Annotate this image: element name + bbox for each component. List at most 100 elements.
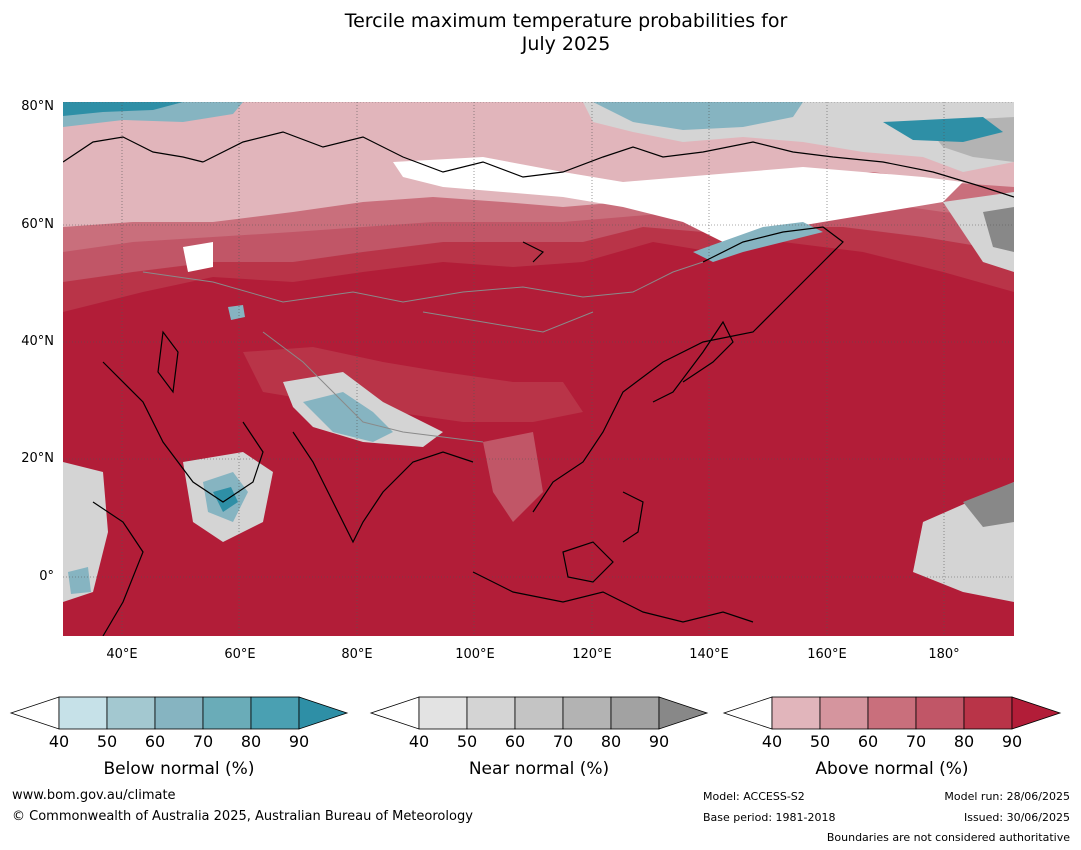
cbar-above-seg-40: [771, 696, 821, 730]
map-region-indochina-70: [483, 432, 543, 522]
cbar-above-tick-70: 70: [905, 732, 927, 751]
lat-label-40: 40°N: [21, 334, 54, 349]
cbar-above-label: Above normal (%): [815, 759, 969, 779]
cbar-below-tick-60: 60: [144, 732, 166, 751]
map-region-far-east-near-dark: [983, 207, 1014, 252]
coastline-arabia: [102, 361, 264, 503]
map-region-arctic-below: [593, 102, 803, 130]
lon-label-160: 160°E: [807, 647, 847, 662]
map-region-africa-below: [68, 567, 91, 594]
coastline-russia-arctic: [202, 131, 1014, 198]
cbar-below-seg-50: [106, 696, 156, 730]
cbar-above-seg-50: [819, 696, 869, 730]
map-region-aral-below: [228, 305, 245, 320]
cbar-near-tick-60: 60: [504, 732, 526, 751]
lat-label-20: 20°N: [21, 451, 54, 466]
cbar-below-seg-70: [202, 696, 252, 730]
cbar-near-tick-40: 40: [408, 732, 430, 751]
map-canvas: [63, 102, 1014, 636]
lon-label-120: 120°E: [572, 647, 612, 662]
map-region-arctic-below-dark: [883, 117, 1003, 142]
cbar-above-tick-90: 90: [1001, 732, 1023, 751]
cbar-near-tick-90: 90: [648, 732, 670, 751]
coastline-indonesia: [472, 571, 754, 623]
coastline-philippines: [622, 491, 644, 543]
cbar-near-tick-80: 80: [600, 732, 622, 751]
footer-copyright: © Commonwealth of Australia 2025, Austra…: [12, 809, 473, 824]
lon-label-40: 40°E: [106, 647, 138, 662]
lon-label-80: 80°E: [341, 647, 373, 662]
coastline-okhotsk: [702, 226, 844, 303]
cbar-near-seg-50: [466, 696, 516, 730]
cbar-above-low-tri: [722, 696, 773, 730]
cbar-near-label: Near normal (%): [468, 759, 610, 779]
map-region-barents-below-dark: [63, 102, 183, 116]
cbar-below-seg-80: [250, 696, 300, 730]
cbar-below-seg-60: [154, 696, 204, 730]
cbar-below-tick-70: 70: [192, 732, 214, 751]
lat-label-60: 60°N: [21, 217, 54, 232]
cbar-below-tick-50: 50: [96, 732, 118, 751]
map-title: Tercile maximum temperature probabilitie…: [0, 10, 1081, 56]
cbar-above-tick-80: 80: [953, 732, 975, 751]
footer-base-period: Base period: 1981-2018: [703, 811, 836, 824]
cbar-near-seg-80: [610, 696, 660, 730]
colorbar-above-normal: [722, 696, 1062, 730]
lon-label-60: 60°E: [224, 647, 256, 662]
title-line-1: Tercile maximum temperature probabilitie…: [344, 10, 788, 32]
cbar-above-seg-60: [867, 696, 917, 730]
coastline-africa-east: [92, 501, 144, 636]
cbar-below-label: Below normal (%): [103, 759, 255, 779]
colorbar-near-svg: [369, 696, 709, 730]
map-region-tibet-below: [303, 392, 393, 442]
cbar-above-seg-80: [963, 696, 1013, 730]
cbar-above-high-tri: [1011, 696, 1062, 730]
coastline-borneo: [562, 541, 614, 583]
coastline-india: [292, 431, 474, 544]
coastline-east-china: [532, 301, 784, 513]
lon-label-140: 140°E: [689, 647, 729, 662]
cbar-above-seg-70: [915, 696, 965, 730]
colorbar-below-normal: [9, 696, 349, 730]
border-mongolia: [422, 311, 594, 333]
cbar-near-seg-70: [562, 696, 612, 730]
cbar-below-tick-80: 80: [240, 732, 262, 751]
map-region-kamchatka-below: [693, 222, 823, 262]
footer-issued: Issued: 30/06/2025: [963, 811, 1070, 824]
cbar-near-seg-60: [514, 696, 564, 730]
map-region-siberia-white: [393, 157, 963, 242]
cbar-near-high-tri: [658, 696, 709, 730]
cbar-near-tick-50: 50: [456, 732, 478, 751]
cbar-below-high-tri: [298, 696, 349, 730]
cbar-below-low-tri: [9, 696, 60, 730]
border-china-west: [262, 331, 484, 443]
footer-model: Model: ACCESS-S2: [703, 790, 805, 803]
footer-disclaimer: Boundaries are not considered authoritat…: [826, 831, 1070, 844]
map-region-pacific-near-dark: [963, 482, 1014, 527]
cbar-near-seg-40: [418, 696, 468, 730]
footer-model-run: Model run: 28/06/2025: [944, 790, 1070, 803]
coastline-baikal: [522, 241, 545, 263]
lon-label-180: 180°: [928, 647, 960, 662]
coastline-caspian: [157, 330, 179, 394]
map-region-arabia-below-dark: [213, 487, 238, 512]
cbar-above-tick-40: 40: [761, 732, 783, 751]
map-coastlines: [63, 131, 1014, 636]
colorbar-near-normal: [369, 696, 709, 730]
map-country-borders: [142, 261, 704, 443]
cbar-below-tick-90: 90: [288, 732, 310, 751]
footer-website: www.bom.gov.au/climate: [12, 788, 176, 803]
lat-label-0: 0°: [39, 569, 54, 584]
colorbar-below-svg: [9, 696, 349, 730]
map-region-africa-near: [63, 462, 108, 602]
lon-label-100: 100°E: [455, 647, 495, 662]
title-line-2: July 2025: [521, 33, 611, 55]
coastline-japan: [652, 320, 734, 403]
map-region-urals-white: [183, 242, 213, 272]
cbar-below-seg-40: [58, 696, 108, 730]
cbar-near-low-tri: [369, 696, 420, 730]
map-region-tibet-80: [243, 347, 583, 422]
border-russia-south: [142, 261, 704, 303]
lat-label-80: 80°N: [21, 99, 54, 114]
cbar-below-tick-40: 40: [48, 732, 70, 751]
